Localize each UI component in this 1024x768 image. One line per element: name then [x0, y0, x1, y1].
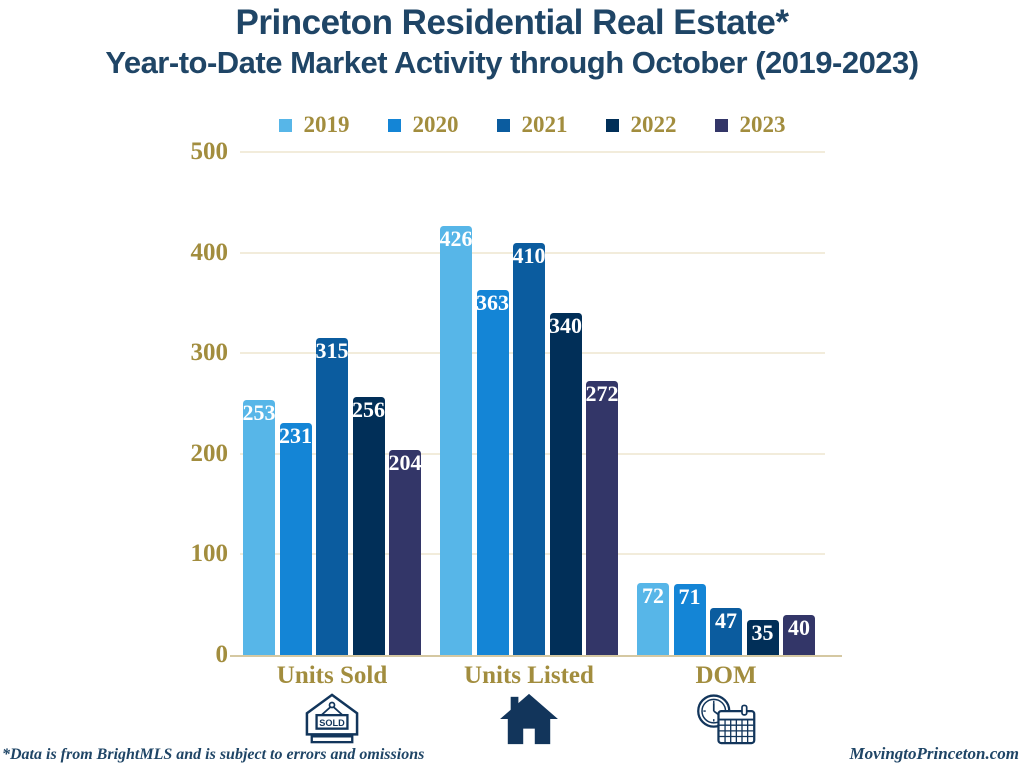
sold-sign-icon: SOLD: [243, 692, 421, 751]
svg-text:SOLD: SOLD: [319, 718, 345, 728]
chart-subtitle: Year-to-Date Market Activity through Oct…: [105, 45, 919, 80]
bar-value-label: 204: [388, 449, 422, 475]
legend: 2019 2020 2021 2022 2023: [20, 113, 1024, 137]
category-label-units-listed: Units Listed: [464, 662, 594, 689]
bar-value-label: 40: [788, 614, 810, 640]
legend-swatch-2022: [605, 118, 619, 132]
bar-value-label: 426: [439, 226, 473, 252]
legend-item-2021: 2021: [496, 112, 568, 137]
bar-value-label: 35: [751, 619, 774, 645]
legend-item-2023: 2023: [714, 112, 786, 137]
y-axis-tick: 100: [190, 540, 229, 568]
legend-swatch-2023: [714, 118, 728, 132]
bar-value-label: 363: [476, 289, 509, 315]
bar-value-label: 256: [352, 397, 385, 423]
legend-item-2020: 2020: [387, 112, 459, 137]
bar-2022-units-listed: 340: [549, 312, 582, 655]
category-label-units-sold: Units Sold: [276, 662, 388, 689]
y-axis-tick: 300: [190, 339, 229, 367]
legend-label: 2019: [303, 112, 350, 137]
bar-2022-dom: 35: [746, 619, 779, 655]
y-axis-tick: 200: [190, 439, 229, 467]
bar-value-label: 231: [279, 422, 312, 448]
gridline: [240, 151, 825, 153]
chart-title: Princeton Residential Real Estate*: [235, 3, 789, 42]
bar-group-units-sold: 253 231 315 256 204 Units Sold SOLD: [242, 152, 422, 744]
legend-item-2022: 2022: [605, 112, 677, 137]
legend-label: 2020: [412, 112, 459, 137]
legend-label: 2023: [739, 112, 786, 137]
category-label-dom: DOM: [695, 662, 757, 689]
bar-2022-units-sold: 256: [352, 397, 385, 655]
chart-header: Princeton Residential Real Estate* Year-…: [0, 2, 1024, 81]
bars-units-sold: 253 231 315 256 204: [242, 152, 422, 655]
house-icon: [440, 692, 618, 751]
legend-label: 2021: [521, 112, 568, 137]
footnote: *Data is from BrightMLS and is subject t…: [2, 746, 425, 763]
legend-swatch-2020: [387, 118, 401, 132]
bar-value-label: 47: [715, 607, 737, 633]
y-axis-tick: 400: [190, 238, 229, 266]
bar-2023-units-sold: 204: [388, 449, 422, 655]
bar-value-label: 340: [549, 312, 582, 338]
y-axis-tick: 0: [215, 641, 229, 668]
clock-calendar-icon: [637, 692, 815, 754]
bars-dom: 72 71 47 35 40: [637, 152, 815, 655]
bar-2023-units-listed: 272: [585, 381, 619, 655]
bar-value-label: 315: [315, 338, 349, 364]
plot-area: 253 231 315 256 204 Units Sold SOLD 426 363 410…: [230, 151, 842, 745]
bar-2019-units-sold: 253: [242, 400, 276, 655]
bars-units-listed: 426 363 410 340 272: [439, 152, 619, 655]
legend-label: 2022: [630, 112, 677, 137]
bar-value-label: 71: [678, 583, 701, 609]
bar-value-label: 272: [585, 381, 619, 407]
bar-2021-dom: 47: [710, 607, 742, 655]
bar-value-label: 410: [512, 242, 546, 268]
bar-2023-dom: 40: [783, 614, 815, 655]
bar-group-dom: 72 71 47 35 40 DOM: [637, 152, 815, 745]
legend-swatch-2019: [278, 118, 292, 132]
bar-value-label: 72: [642, 582, 664, 608]
bar-2020-units-sold: 231: [279, 422, 312, 655]
bar-2021-units-sold: 315: [315, 338, 349, 655]
legend-item-2019: 2019: [278, 112, 350, 137]
bar-2021-units-listed: 410: [512, 242, 546, 655]
bar-value-label: 253: [242, 400, 276, 426]
bar-group-units-listed: 426 363 410 340 272 Units Listed: [439, 152, 619, 745]
y-axis: 0 100 200 300 400 500: [148, 138, 229, 668]
bar-2020-dom: 71: [673, 583, 706, 655]
legend-swatch-2021: [496, 118, 510, 132]
website-link: MovingtoPrinceton.com: [849, 744, 1019, 763]
bar-2019-units-listed: 426: [439, 226, 473, 655]
x-axis-line: [230, 655, 842, 657]
bar-2020-units-listed: 363: [476, 289, 509, 655]
bar-2019-dom: 72: [637, 582, 669, 655]
y-axis-tick: 500: [190, 138, 229, 165]
